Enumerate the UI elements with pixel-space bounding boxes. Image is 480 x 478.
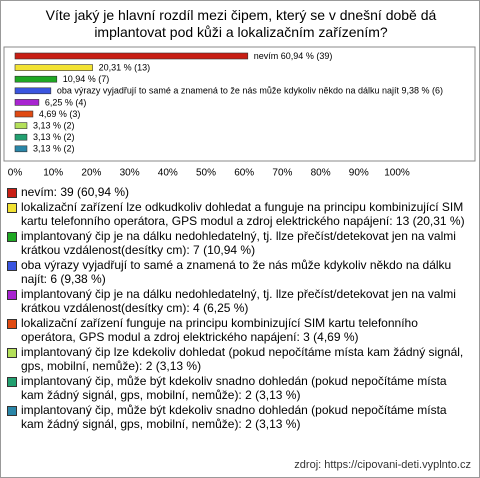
legend-label: oba výrazy vyjadřují to samé a znamená t… xyxy=(21,257,452,287)
chart-title: Víte jaký je hlavní rozdíl mezi čipem, k… xyxy=(45,7,437,40)
legend-item: implantovaný čip je na dálku nedohledate… xyxy=(7,229,469,258)
x-tick-label: 60% xyxy=(234,168,254,179)
x-tick-label: 30% xyxy=(120,168,140,179)
value-label: 3,13 % (2) xyxy=(33,144,75,154)
legend-item: implantovaný čip, může být kdekoliv snad… xyxy=(7,403,469,432)
legend-label: implantovaný čip je na dálku nedohledate… xyxy=(21,228,456,258)
legend-swatch xyxy=(7,260,17,271)
value-label: 6,25 % (4) xyxy=(45,97,87,107)
legend-swatch xyxy=(7,202,17,213)
legend-item: implantovaný čip je na dálku nedohledate… xyxy=(7,287,469,316)
bar xyxy=(14,64,93,71)
value-label: 10,94 % (7) xyxy=(63,74,110,84)
legend-swatch xyxy=(7,188,17,198)
value-label: 4,69 % (3) xyxy=(39,109,81,119)
legend-label: implantovaný čip je na dálku nedohledate… xyxy=(21,286,456,316)
bar xyxy=(14,145,28,153)
plot-frame xyxy=(3,46,476,162)
x-tick-label: 10% xyxy=(43,168,63,179)
bar xyxy=(14,99,40,106)
value-label: nevím 60,94 % (39) xyxy=(254,51,333,61)
legend-label: implantovaný čip, může být kdekoliv snad… xyxy=(21,373,447,403)
legend-swatch xyxy=(7,347,17,358)
legend-label: lokalizační zařízení lze odkudkoliv dohl… xyxy=(21,199,465,229)
bar xyxy=(14,52,249,60)
bar xyxy=(14,133,28,141)
chart: 0% 10% 20% 30% 40% 50% 60% 70% 80% 90% 100% nevím 6… xyxy=(3,46,476,179)
legend-swatch xyxy=(7,231,17,242)
legend-item: implantovaný čip, může být kdekoliv snad… xyxy=(7,374,469,403)
bar xyxy=(14,110,34,118)
x-tick-label: 70% xyxy=(272,168,292,179)
legend-swatch xyxy=(7,318,17,329)
x-tick-label: 100% xyxy=(384,168,410,179)
x-tick-label: 80% xyxy=(311,168,331,179)
value-label: 3,13 % (2) xyxy=(33,132,75,142)
legend-label: nevím: 39 (60,94 %) xyxy=(21,185,130,199)
value-label: oba výrazy vyjadřují to samé a znamená t… xyxy=(57,86,443,96)
bar xyxy=(14,87,52,95)
bar xyxy=(14,75,58,83)
legend-item: lokalizační zařízení funguje na principu… xyxy=(7,316,469,345)
legend-item: implantovaný čip lze kdekoliv dohledat (… xyxy=(7,345,469,374)
legend-label: implantovaný čip lze kdekoliv dohledat (… xyxy=(21,344,464,374)
x-tick-label: 90% xyxy=(349,168,369,179)
legend-label: implantovaný čip, může být kdekoliv snad… xyxy=(21,402,447,432)
legend-label: lokalizační zařízení funguje na principu… xyxy=(21,315,418,345)
x-tick-label: 50% xyxy=(196,168,216,179)
x-tick-label: 40% xyxy=(158,168,178,179)
legend-item: lokalizační zařízení lze odkudkoliv dohl… xyxy=(7,200,469,229)
legend: nevím: 39 (60,94 %) lokalizační zařízení … xyxy=(7,185,469,432)
legend-swatch xyxy=(7,376,17,387)
x-tick-label: 0% xyxy=(8,168,23,179)
legend-swatch xyxy=(7,289,17,300)
x-tick-label: 20% xyxy=(81,168,101,179)
value-label: 20,31 % (13) xyxy=(99,62,151,72)
legend-item: nevím: 39 (60,94 %) xyxy=(7,185,469,200)
bar xyxy=(14,122,28,129)
source: zdroj: https://cipovani-deti.vyplnto.cz xyxy=(294,459,471,471)
value-label: 3,13 % (2) xyxy=(33,120,75,130)
legend-swatch xyxy=(7,405,17,416)
legend-item: oba výrazy vyjadřují to samé a znamená t… xyxy=(7,258,469,287)
